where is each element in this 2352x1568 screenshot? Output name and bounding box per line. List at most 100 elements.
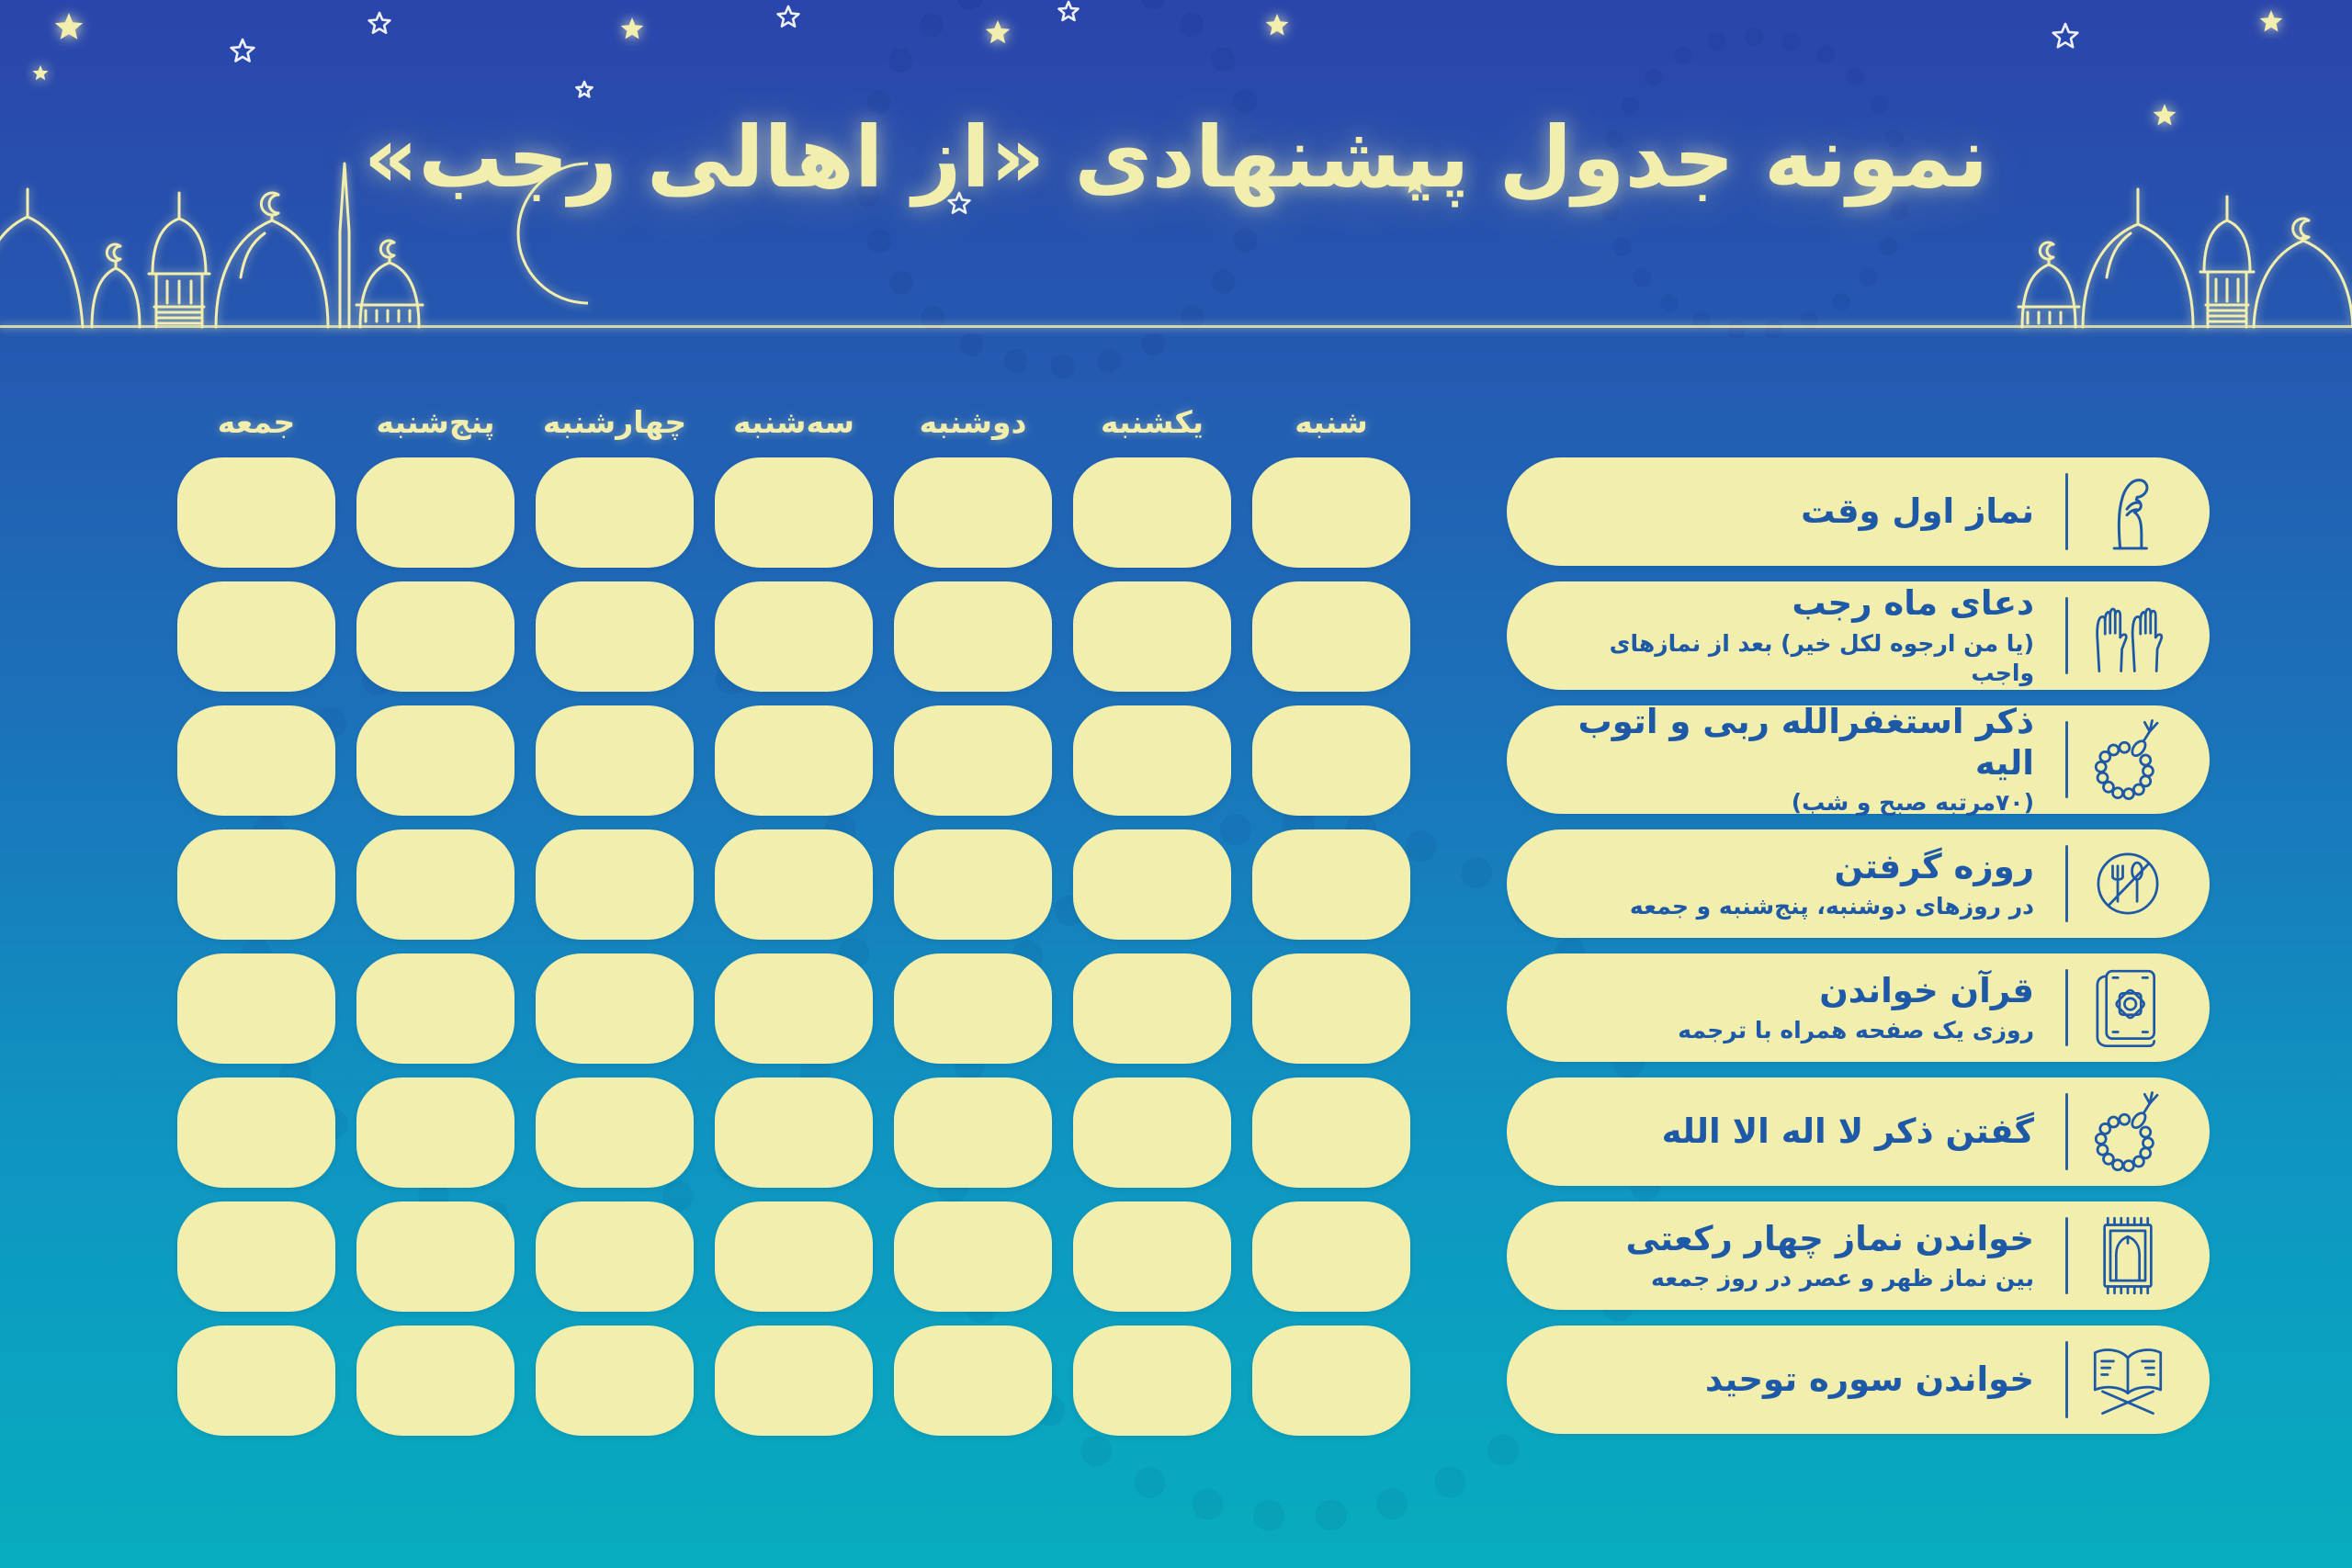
check-cell[interactable] xyxy=(356,829,514,940)
check-cell[interactable] xyxy=(177,829,335,940)
page-title: نمونه جدول پیشنهادی «از اهالی رجب» xyxy=(363,108,1989,207)
label-icon-divider xyxy=(2065,597,2068,674)
check-cell[interactable] xyxy=(177,1325,335,1436)
task-subtitle: در روزهای دوشنبه، پنج‌شنبه و جمعه xyxy=(1629,892,2034,919)
quran-book-icon xyxy=(2068,964,2188,1052)
check-cell[interactable] xyxy=(536,457,694,568)
day-header-3: سه‌شنبه xyxy=(733,404,854,440)
check-cell[interactable] xyxy=(715,1325,873,1436)
check-cell[interactable] xyxy=(715,457,873,568)
task-title: ذکر استغفرالله ربی و اتوب الیه xyxy=(1577,702,2034,784)
check-cell[interactable] xyxy=(1252,1077,1410,1188)
check-cell[interactable] xyxy=(536,1077,694,1188)
check-cell[interactable] xyxy=(1073,1325,1231,1436)
check-cell[interactable] xyxy=(536,705,694,816)
task-row-3: روزه گرفتن در روزهای دوشنبه، پنج‌شنبه و ج… xyxy=(1507,829,2210,938)
check-cell[interactable] xyxy=(1252,1325,1410,1436)
check-cell[interactable] xyxy=(536,1325,694,1436)
star-icon xyxy=(620,17,644,39)
check-cell[interactable] xyxy=(536,1201,694,1312)
check-cell[interactable] xyxy=(1073,457,1231,568)
task-text: ذکر استغفرالله ربی و اتوب الیه (۷۰مرتبه ص… xyxy=(1547,701,2034,818)
check-cell[interactable] xyxy=(1252,457,1410,568)
star-icon xyxy=(2259,10,2283,32)
check-cell[interactable] xyxy=(894,1201,1052,1312)
check-cell[interactable] xyxy=(715,829,873,940)
check-cell[interactable] xyxy=(1073,1201,1231,1312)
check-cell[interactable] xyxy=(177,953,335,1064)
check-cell[interactable] xyxy=(536,829,694,940)
check-cell[interactable] xyxy=(1073,581,1231,692)
task-row-4: قرآن خواندن روزی یک صفحه همراه با ترجمه xyxy=(1507,953,2210,1062)
check-cell[interactable] xyxy=(715,1201,873,1312)
day-header-6: شنبه xyxy=(1295,404,1368,440)
check-cell[interactable] xyxy=(1073,829,1231,940)
check-cell[interactable] xyxy=(715,953,873,1064)
check-cell[interactable] xyxy=(356,1325,514,1436)
check-cell[interactable] xyxy=(356,457,514,568)
check-cell[interactable] xyxy=(536,953,694,1064)
check-cell[interactable] xyxy=(356,705,514,816)
task-row-2: ذکر استغفرالله ربی و اتوب الیه (۷۰مرتبه ص… xyxy=(1507,702,2210,816)
check-cell[interactable] xyxy=(356,1077,514,1188)
day-header-4: دوشنبه xyxy=(919,404,1027,440)
tasbih-icon xyxy=(2068,716,2188,805)
day-header-row: جمعه پنج‌شنبه چهارشنبه سه‌شنبه دوشنبه یکشنبه ش… xyxy=(177,404,1410,440)
check-cell[interactable] xyxy=(894,705,1052,816)
task-title: خواندن سوره توحید xyxy=(1704,1359,2034,1400)
check-cell[interactable] xyxy=(1252,581,1410,692)
label-icon-divider xyxy=(2065,969,2068,1046)
star-icon xyxy=(1057,0,1080,22)
star-icon xyxy=(230,38,255,62)
task-text: گفتن ذکر لا اله الا الله xyxy=(1547,1111,2034,1152)
check-cell[interactable] xyxy=(356,1201,514,1312)
star-icon xyxy=(1265,14,1289,36)
check-cell[interactable] xyxy=(715,705,873,816)
check-cell[interactable] xyxy=(177,1077,335,1188)
check-cell[interactable] xyxy=(356,581,514,692)
check-cell[interactable] xyxy=(894,953,1052,1064)
check-cell[interactable] xyxy=(894,829,1052,940)
task-subtitle: (یا من ارجوه لکل خیر) بعد از نمازهای واج… xyxy=(1609,629,2034,687)
label-icon-divider xyxy=(2065,1341,2068,1418)
check-cell[interactable] xyxy=(894,1077,1052,1188)
label-icon-divider xyxy=(2065,1093,2068,1170)
check-cell[interactable] xyxy=(356,953,514,1064)
check-cell[interactable] xyxy=(177,457,335,568)
check-cell[interactable] xyxy=(1073,953,1231,1064)
task-text: نماز اول وقت xyxy=(1547,491,2034,532)
check-cell[interactable] xyxy=(1252,1201,1410,1312)
open-quran-icon xyxy=(2068,1339,2188,1420)
check-cell[interactable] xyxy=(1252,953,1410,1064)
check-cell[interactable] xyxy=(1252,705,1410,816)
no-eating-icon xyxy=(2068,843,2188,924)
check-cell[interactable] xyxy=(177,581,335,692)
check-cell[interactable] xyxy=(536,581,694,692)
task-text: قرآن خواندن روزی یک صفحه همراه با ترجمه xyxy=(1547,970,2034,1046)
day-header-5: یکشنبه xyxy=(1100,404,1204,440)
day-header-2: چهارشنبه xyxy=(542,404,687,440)
check-cell[interactable] xyxy=(715,1077,873,1188)
prayer-rug-icon xyxy=(2068,1212,2188,1300)
check-cell[interactable] xyxy=(894,581,1052,692)
task-subtitle: بین نماز ظهر و عصر در روز جمعه xyxy=(1651,1264,2034,1292)
check-cell[interactable] xyxy=(177,1201,335,1312)
star-icon xyxy=(776,5,800,28)
task-row-0: نماز اول وقت xyxy=(1507,457,2210,566)
check-cell[interactable] xyxy=(894,1325,1052,1436)
label-icon-divider xyxy=(2065,845,2068,922)
check-cell[interactable] xyxy=(177,705,335,816)
task-title: روزه گرفتن xyxy=(1834,846,2034,886)
check-cell[interactable] xyxy=(715,581,873,692)
horizon-line xyxy=(0,325,2352,328)
day-header-0: جمعه xyxy=(217,404,296,440)
check-cell[interactable] xyxy=(1073,1077,1231,1188)
check-cell[interactable] xyxy=(1252,829,1410,940)
check-cell[interactable] xyxy=(1073,705,1231,816)
star-icon xyxy=(985,20,1011,44)
star-icon xyxy=(368,11,391,35)
tasbih-icon xyxy=(2068,1088,2188,1177)
task-title: قرآن خواندن xyxy=(1819,970,2034,1010)
check-cell[interactable] xyxy=(894,457,1052,568)
